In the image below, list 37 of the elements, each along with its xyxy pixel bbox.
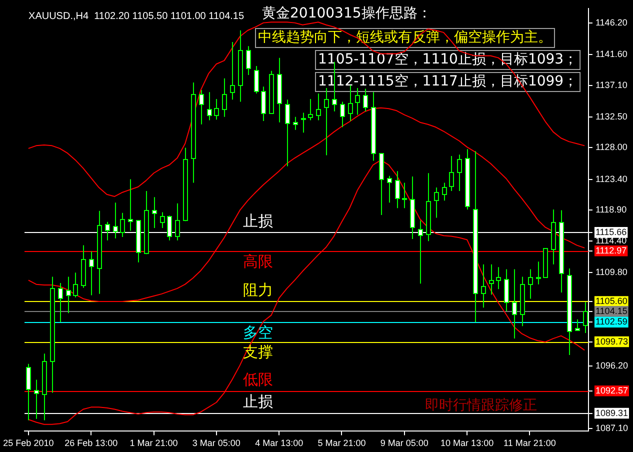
- x-tick-label: 25 Feb 2010: [3, 438, 54, 448]
- y-tick-label: 1104.15: [595, 306, 628, 316]
- annotation: 黄金20100315操作思路：: [262, 6, 432, 22]
- y-tick-label: 1141.60: [595, 48, 628, 59]
- x-tick-label: 10 Mar 13:00: [440, 438, 494, 448]
- y-tick-label: 1146.20: [595, 17, 628, 28]
- ref-line-label: 阻力: [243, 280, 273, 299]
- ref-line-label: 低限: [243, 370, 273, 388]
- x-tick-label: 4 Mar 13:00: [255, 438, 304, 448]
- y-tick-label: 1092.57: [595, 385, 628, 396]
- ref-line-label: 止损: [243, 212, 273, 230]
- x-tick-label: 26 Feb 13:00: [64, 438, 118, 448]
- ref-line-label: 高限: [243, 252, 273, 270]
- x-tick-label: 3 Mar 05:00: [192, 438, 240, 448]
- chart-title: XAUUSD.,H4 1102.20 1105.50 1101.00 1104.15: [28, 11, 244, 22]
- x-tick-label: 9 Mar 05:00: [380, 438, 428, 448]
- y-tick-label: 1105.60: [595, 296, 628, 306]
- y-tick-label: 1089.31: [595, 408, 628, 418]
- y-tick-label: 1096.20: [595, 360, 628, 370]
- y-tick-label: 1114.40: [595, 236, 627, 246]
- x-tick-label: 5 Mar 21:00: [318, 438, 366, 448]
- y-tick-label: 1123.40: [595, 174, 628, 184]
- ref-line-label: 多空: [243, 324, 273, 342]
- ref-line-label: 止损: [243, 392, 273, 411]
- y-tick-label: 1128.00: [595, 142, 628, 152]
- x-tick-label: 1 Mar 21:00: [130, 438, 178, 448]
- y-tick-label: 1109.80: [595, 267, 628, 278]
- y-tick-label: 1112.97: [595, 245, 627, 256]
- y-tick-label: 1115.66: [595, 226, 627, 237]
- y-tick-label: 1118.90: [595, 204, 627, 215]
- y-tick-label: 1132.50: [595, 111, 628, 122]
- y-tick-label: 1099.73: [595, 336, 628, 346]
- y-tick-label: 1102.59: [595, 316, 628, 327]
- y-tick-label: 1087.10: [595, 422, 628, 433]
- y-tick-label: 1137.10: [595, 80, 628, 90]
- x-tick-label: 11 Mar 21:00: [504, 438, 556, 448]
- annotation: 即时行情跟踪修正: [425, 398, 537, 414]
